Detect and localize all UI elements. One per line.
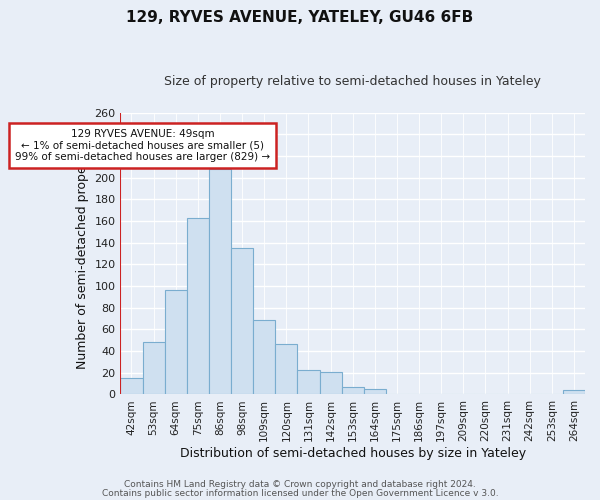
Y-axis label: Number of semi-detached properties: Number of semi-detached properties bbox=[76, 138, 89, 370]
Bar bbox=[231, 248, 253, 394]
Text: 129 RYVES AVENUE: 49sqm
← 1% of semi-detached houses are smaller (5)
99% of semi: 129 RYVES AVENUE: 49sqm ← 1% of semi-det… bbox=[15, 129, 270, 162]
Bar bbox=[563, 390, 585, 394]
Text: Contains public sector information licensed under the Open Government Licence v : Contains public sector information licen… bbox=[101, 488, 499, 498]
Bar bbox=[143, 342, 164, 394]
X-axis label: Distribution of semi-detached houses by size in Yateley: Distribution of semi-detached houses by … bbox=[179, 447, 526, 460]
Bar bbox=[364, 389, 386, 394]
Bar bbox=[253, 320, 275, 394]
Bar bbox=[187, 218, 209, 394]
Bar bbox=[341, 387, 364, 394]
Bar bbox=[320, 372, 341, 394]
Bar bbox=[164, 290, 187, 395]
Text: 129, RYVES AVENUE, YATELEY, GU46 6FB: 129, RYVES AVENUE, YATELEY, GU46 6FB bbox=[127, 10, 473, 25]
Title: Size of property relative to semi-detached houses in Yateley: Size of property relative to semi-detach… bbox=[164, 75, 541, 88]
Bar bbox=[275, 344, 298, 394]
Bar bbox=[209, 169, 231, 394]
Bar bbox=[121, 378, 143, 394]
Bar bbox=[298, 370, 320, 394]
Text: Contains HM Land Registry data © Crown copyright and database right 2024.: Contains HM Land Registry data © Crown c… bbox=[124, 480, 476, 489]
